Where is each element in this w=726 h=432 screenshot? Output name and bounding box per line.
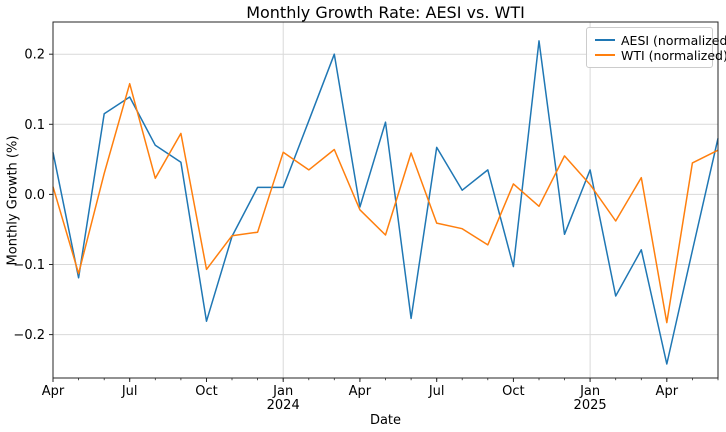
x-tick-label: Oct (195, 384, 217, 399)
x-tick-label: Jan (272, 384, 293, 399)
x-tick-label: Jul (428, 384, 445, 399)
legend-label-aesi: AESI (normalized) (621, 32, 726, 48)
x-tick-year-label: 2024 (267, 398, 300, 413)
chart-title: Monthly Growth Rate: AESI vs. WTI (246, 3, 525, 22)
legend-item-wti: WTI (normalized) (587, 48, 726, 63)
y-tick-label: 0.1 (24, 118, 45, 133)
series-line-wti (52, 82, 719, 324)
x-axis-label: Date (369, 413, 402, 428)
legend: AESI (normalized) WTI (normalized) (586, 27, 726, 68)
y-tick-label: 0.0 (24, 188, 45, 203)
legend-label-wti: WTI (normalized) (621, 47, 726, 63)
x-tick-label: Apr (656, 384, 679, 399)
axes-border (52, 21, 719, 379)
y-axis-label: Monthly Growth (%) (5, 135, 21, 266)
y-tick-label: 0.2 (24, 48, 45, 63)
y-tick-label: −0.2 (13, 328, 45, 343)
x-tick-label: Apr (349, 384, 372, 399)
y-tick-label: −0.1 (13, 258, 45, 273)
x-tick-label: Jul (121, 384, 138, 399)
x-tick-label: Apr (42, 384, 65, 399)
legend-item-aesi: AESI (normalized) (587, 33, 726, 48)
legend-line-wti-icon (595, 54, 615, 56)
series-line-aesi (52, 40, 719, 365)
x-tick-label: Oct (502, 384, 524, 399)
x-tick-label: Jan (579, 384, 600, 399)
x-tick-year-label: 2025 (574, 398, 607, 413)
legend-line-aesi-icon (595, 39, 615, 41)
